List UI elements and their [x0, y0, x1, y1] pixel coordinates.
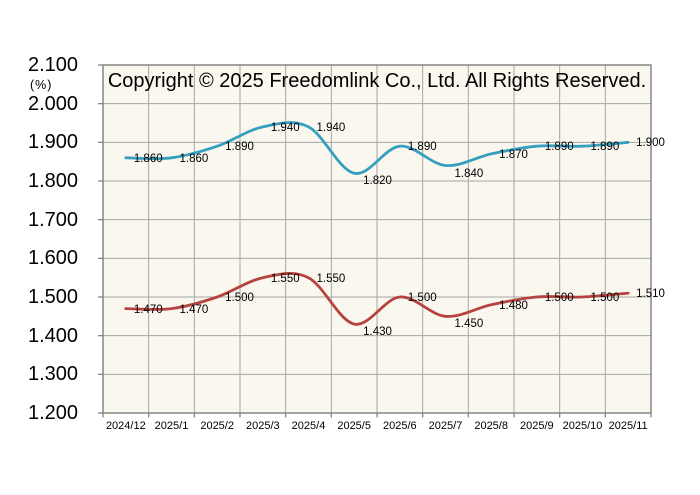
upper-series-line: [124, 121, 630, 175]
lower-series-line: [124, 272, 630, 326]
